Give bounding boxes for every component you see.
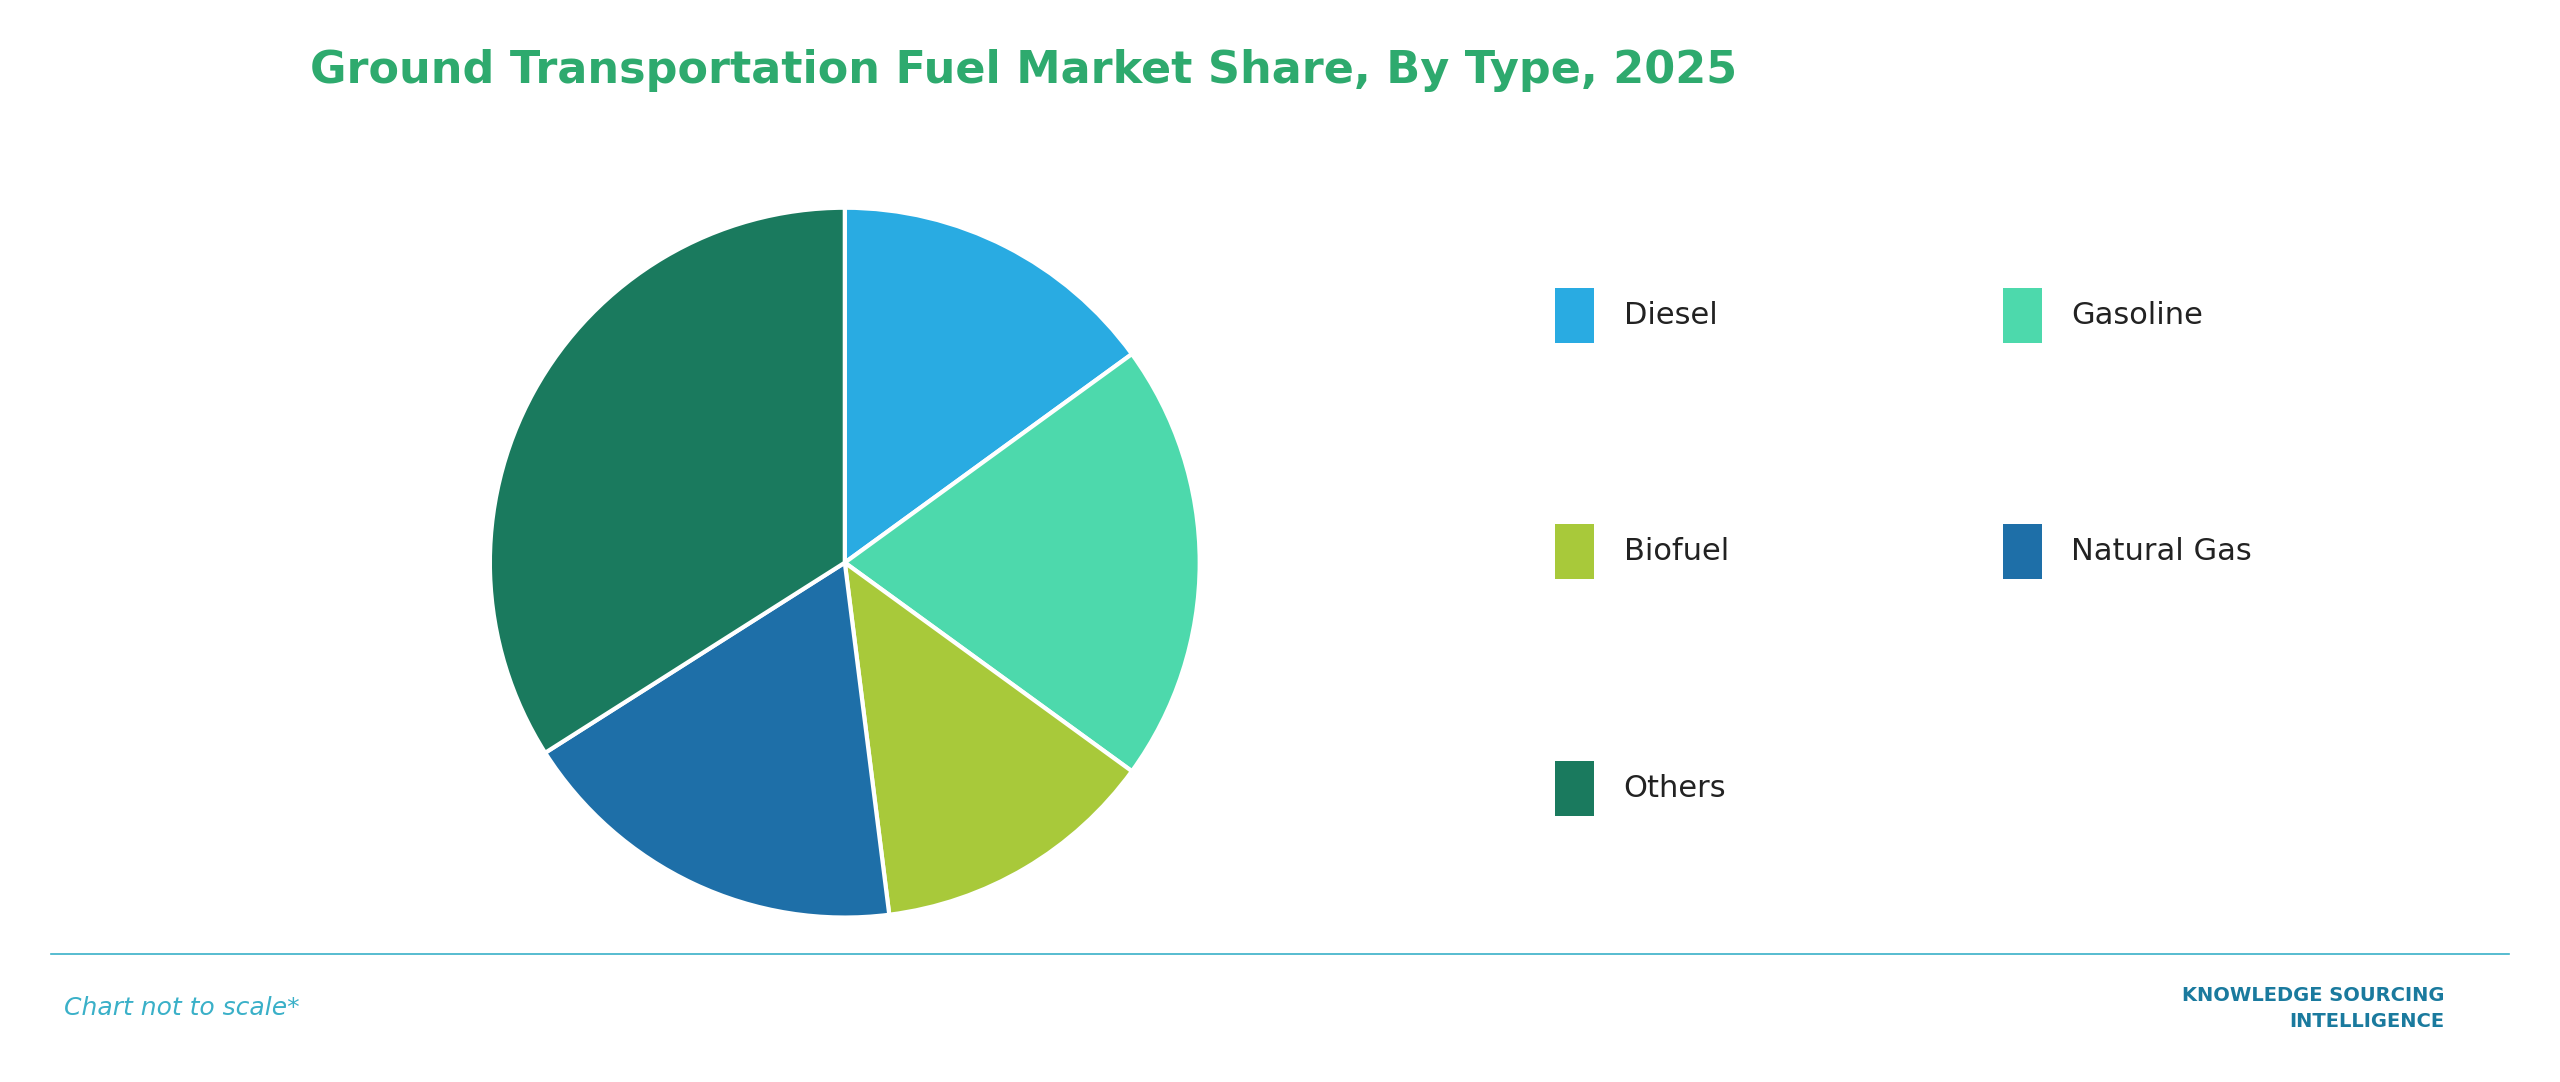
Text: Others: Others xyxy=(1623,774,1725,803)
Bar xyxy=(1556,288,1595,343)
Text: Chart not to scale*: Chart not to scale* xyxy=(64,997,300,1020)
Wedge shape xyxy=(845,563,1132,914)
Bar xyxy=(1556,761,1595,816)
Wedge shape xyxy=(845,208,1132,563)
Text: Natural Gas: Natural Gas xyxy=(2071,538,2253,566)
Text: Ground Transportation Fuel Market Share, By Type, 2025: Ground Transportation Fuel Market Share,… xyxy=(310,49,1738,92)
Wedge shape xyxy=(489,208,845,753)
Text: Gasoline: Gasoline xyxy=(2071,301,2204,330)
Wedge shape xyxy=(545,563,888,918)
Text: Biofuel: Biofuel xyxy=(1623,538,1728,566)
Bar xyxy=(1556,525,1595,579)
Bar xyxy=(2002,288,2043,343)
Bar xyxy=(2002,525,2043,579)
Text: Diesel: Diesel xyxy=(1623,301,1718,330)
Wedge shape xyxy=(845,354,1201,771)
Text: KNOWLEDGE SOURCING
INTELLIGENCE: KNOWLEDGE SOURCING INTELLIGENCE xyxy=(2181,986,2445,1031)
